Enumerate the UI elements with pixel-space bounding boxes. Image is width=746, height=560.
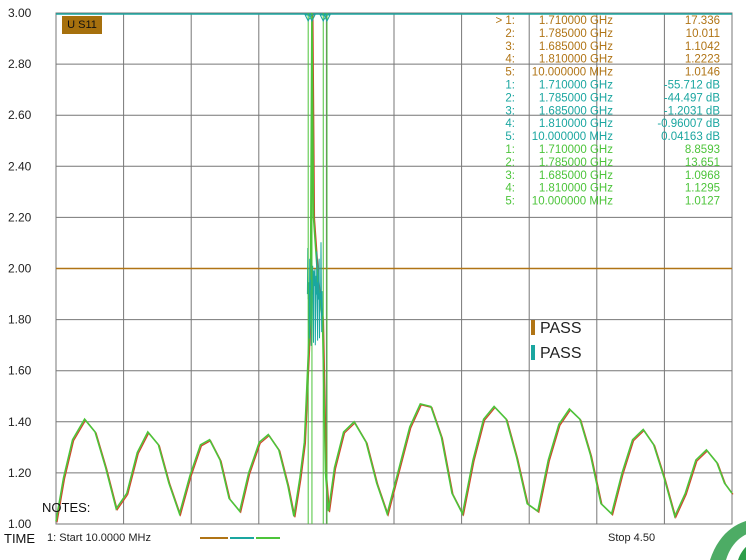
marker-value: 1.0968: [685, 170, 720, 182]
marker-triangle: [323, 14, 331, 23]
marker-triangle: [308, 14, 316, 23]
analyzer-screen: 3.00 2.80 2.60 2.40 2.20 2.00 1.80 1.60 1.40 1.20…: [4, 6, 746, 560]
marker-triangle: [304, 14, 312, 23]
marker-frequency: 1.710000 GHz: [539, 144, 613, 156]
marker-value: 0.04163 dB: [661, 131, 720, 143]
marker-id: 4:: [505, 118, 515, 130]
brand-logo-icon: [710, 520, 746, 560]
y-tick-label: 1.00: [8, 517, 32, 531]
y-tick-label: 1.40: [8, 415, 32, 429]
marker-id: 1:: [505, 80, 515, 92]
legend-trace-3: [256, 537, 280, 539]
marker-frequency: 10.000000 MHz: [532, 196, 613, 208]
marker-value: -44.497 dB: [664, 92, 721, 104]
marker-frequency: 1.810000 GHz: [539, 183, 613, 195]
marker-id: 5:: [505, 131, 515, 143]
trace-teal-noise: [306, 242, 323, 346]
y-tick-label: 2.60: [8, 108, 32, 122]
marker-value: 1.0127: [685, 196, 720, 208]
marker-id: 5:: [505, 196, 515, 208]
trace-green: [55, 12, 733, 522]
pass-label-2: PASS: [540, 345, 582, 362]
marker-value: 8.8593: [685, 144, 720, 156]
marker-frequency: 1.685000 GHz: [539, 105, 613, 117]
marker-value: 13.651: [685, 157, 720, 169]
marker-id: 3:: [505, 105, 515, 117]
plot-area: 3.00 2.80 2.60 2.40 2.20 2.00 1.80 1.60 1.40 1.20…: [8, 6, 734, 531]
legend-trace-2: [230, 537, 254, 539]
marker-id: 1:: [505, 144, 515, 156]
marker-id: 5:: [505, 67, 515, 79]
marker-id: 2:: [505, 157, 515, 169]
marker-value: 17.336: [685, 15, 720, 27]
marker-value: 10.011: [686, 28, 720, 40]
marker-id: 2:: [505, 28, 515, 40]
marker-frequency: 10.000000 MHz: [532, 131, 613, 143]
marker-frequency: 1.785000 GHz: [539, 157, 613, 169]
y-tick-label: 1.20: [8, 466, 32, 480]
marker-frequency: 1.810000 GHz: [539, 118, 613, 130]
marker-id: 4:: [505, 183, 515, 195]
y-tick-label: 2.00: [8, 262, 32, 276]
y-tick-label: 1.60: [8, 364, 32, 378]
notes-label: NOTES:: [42, 500, 91, 515]
y-tick-label: 1.80: [8, 313, 32, 327]
y-tick-label: 2.40: [8, 159, 32, 173]
marker-value: -1.2031 dB: [664, 105, 721, 117]
stop-frequency-label: Stop 4.50: [608, 532, 656, 544]
marker-frequency: 1.685000 GHz: [539, 41, 613, 53]
pass-label-1: PASS: [540, 320, 582, 337]
start-frequency-label: 1: Start 10.0000 MHz: [47, 532, 151, 544]
y-tick-label: 2.80: [8, 57, 32, 71]
y-tick-label: 2.20: [8, 210, 32, 224]
marker-value: 1.1042: [685, 41, 720, 53]
legend-trace-1: [200, 537, 228, 539]
marker-frequency: 1.785000 GHz: [539, 28, 613, 40]
trace-badge[interactable]: U S11: [62, 16, 102, 34]
pass-indicator-2: PASS: [531, 345, 582, 363]
time-label: TIME: [4, 531, 36, 546]
pass-indicator-2-swatch: [531, 345, 535, 360]
marker-frequency: 10.000000 MHz: [532, 67, 613, 79]
marker-id: 2:: [505, 92, 515, 104]
marker-value: 1.2223: [685, 54, 720, 66]
marker-value: -0.96007 dB: [657, 118, 720, 130]
marker-frequency: 1.785000 GHz: [539, 92, 613, 104]
pass-indicator-1: PASS: [531, 320, 582, 338]
pass-indicator-1-swatch: [531, 320, 535, 335]
marker-value: 1.1295: [685, 183, 720, 195]
marker-id: > 1:: [495, 15, 515, 27]
marker-frequency: 1.710000 GHz: [539, 15, 613, 27]
y-tick-label: 3.00: [8, 6, 32, 20]
marker-frequency: 1.810000 GHz: [539, 54, 613, 66]
marker-id: 3:: [505, 170, 515, 182]
marker-id: 4:: [505, 54, 515, 66]
marker-triangle: [319, 14, 328, 23]
marker-frequency: 1.685000 GHz: [539, 170, 613, 182]
marker-frequency: 1.710000 GHz: [539, 80, 613, 92]
marker-value: -55.712 dB: [664, 80, 721, 92]
marker-id: 3:: [505, 41, 515, 53]
marker-value: 1.0146: [685, 67, 720, 79]
